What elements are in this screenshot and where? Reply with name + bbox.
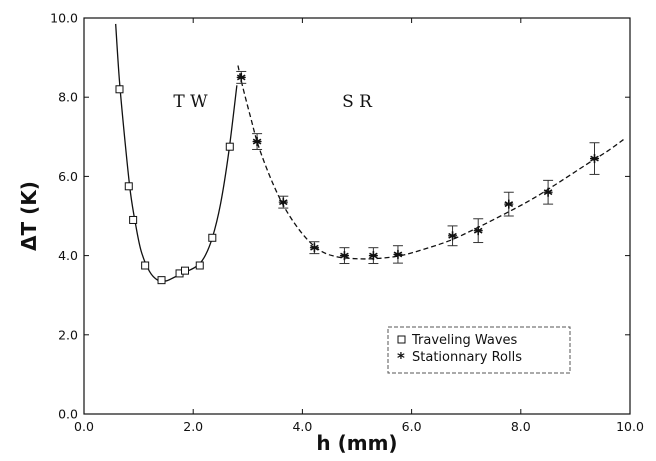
fit-curve-stationary-rolls bbox=[237, 65, 625, 260]
fit-curves bbox=[115, 23, 625, 282]
y-tick-labels: 0.0 2.0 4.0 6.0 8.0 10.0 bbox=[50, 11, 78, 422]
axis-ticks bbox=[83, 17, 631, 415]
stationary-rolls-point bbox=[339, 251, 349, 261]
y-tick-label: 6.0 bbox=[58, 169, 78, 184]
stationary-rolls-point bbox=[368, 251, 378, 261]
traveling-waves-point bbox=[157, 276, 166, 285]
y-tick-label: 10.0 bbox=[50, 11, 78, 26]
traveling-waves-point bbox=[141, 261, 150, 270]
stationary-rolls-point bbox=[236, 72, 246, 82]
traveling-waves-point bbox=[195, 261, 204, 270]
x-axis-title: h (mm) bbox=[316, 431, 397, 455]
y-tick-label: 8.0 bbox=[58, 90, 78, 105]
y-tick-label: 0.0 bbox=[58, 407, 78, 422]
traveling-waves-point bbox=[124, 182, 133, 191]
legend-square-icon bbox=[397, 335, 406, 344]
traveling-waves-point bbox=[208, 233, 217, 242]
x-tick-label: 10.0 bbox=[616, 419, 644, 434]
error-bars bbox=[236, 70, 600, 265]
stationary-rolls-point bbox=[543, 187, 553, 197]
x-tick-label: 2.0 bbox=[183, 419, 203, 434]
stationary-rolls-point bbox=[590, 154, 600, 164]
stationary-rolls-point bbox=[278, 197, 288, 207]
fit-curve-traveling-waves bbox=[115, 23, 238, 282]
plot-frame bbox=[83, 17, 631, 415]
traveling-waves-point bbox=[129, 215, 138, 224]
legend-box bbox=[387, 326, 571, 374]
stationary-rolls-point bbox=[504, 199, 514, 209]
legend: Traveling Waves * Stationnary Rolls bbox=[387, 326, 571, 374]
region-label: T W bbox=[173, 92, 208, 112]
stationary-rolls-point bbox=[473, 226, 483, 236]
stationary-rolls-point bbox=[448, 231, 458, 241]
y-axis-title: ΔT (K) bbox=[17, 181, 41, 251]
legend-entry-traveling-waves: Traveling Waves bbox=[411, 333, 518, 348]
y-tick-label: 4.0 bbox=[58, 248, 78, 263]
traveling-waves-point bbox=[225, 142, 234, 151]
traveling-waves-point bbox=[115, 85, 124, 94]
legend-asterisk-icon: * bbox=[397, 349, 405, 367]
x-tick-labels: 0.0 2.0 4.0 6.0 8.0 10.0 bbox=[74, 419, 644, 434]
data-markers bbox=[115, 72, 600, 285]
traveling-waves-point bbox=[181, 266, 190, 275]
x-tick-label: 8.0 bbox=[511, 419, 531, 434]
stationary-rolls-point bbox=[309, 243, 319, 253]
x-tick-label: 4.0 bbox=[292, 419, 312, 434]
x-tick-label: 0.0 bbox=[74, 419, 94, 434]
y-tick-label: 2.0 bbox=[58, 327, 78, 342]
stationary-rolls-point bbox=[252, 137, 262, 147]
region-label: S R bbox=[342, 92, 373, 112]
x-tick-label: 6.0 bbox=[402, 419, 422, 434]
stationary-rolls-point bbox=[393, 249, 403, 259]
legend-entry-stationnary-rolls: Stationnary Rolls bbox=[412, 350, 522, 365]
